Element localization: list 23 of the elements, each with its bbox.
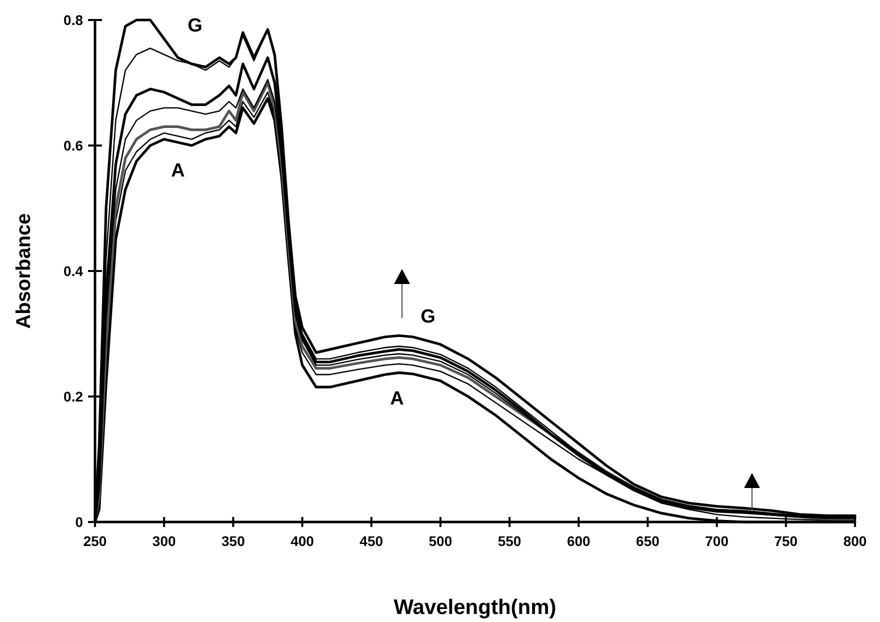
x-tick-label: 400 <box>290 533 314 549</box>
x-tick-label: 600 <box>566 533 591 549</box>
y-tick-label: 0.8 <box>64 12 84 28</box>
x-tick-label: 750 <box>774 533 798 549</box>
y-tick-label: 0.4 <box>64 262 84 279</box>
x-tick-label: 550 <box>498 533 522 549</box>
y-axis-title: Absorbance <box>13 213 35 329</box>
x-tick-label: 650 <box>636 533 660 549</box>
x-tick-label: 500 <box>428 533 452 549</box>
x-tick-label: 350 <box>222 533 246 549</box>
x-tick-label: 250 <box>83 533 107 549</box>
x-tick-label: 800 <box>843 533 867 549</box>
x-tick-label: 700 <box>705 533 729 549</box>
x-axis-title: Wavelength(nm) <box>394 596 556 619</box>
y-tick-label: 0.6 <box>64 137 84 154</box>
y-tick-label: 0 <box>75 514 84 530</box>
y-tick-label: 0.2 <box>64 388 84 404</box>
x-tick-label: 450 <box>360 533 384 549</box>
annotation: A <box>171 160 186 182</box>
annotation: G <box>188 16 202 37</box>
x-tick-label: 300 <box>152 533 176 549</box>
annotation: G <box>420 306 436 328</box>
annotation: A <box>390 388 404 410</box>
